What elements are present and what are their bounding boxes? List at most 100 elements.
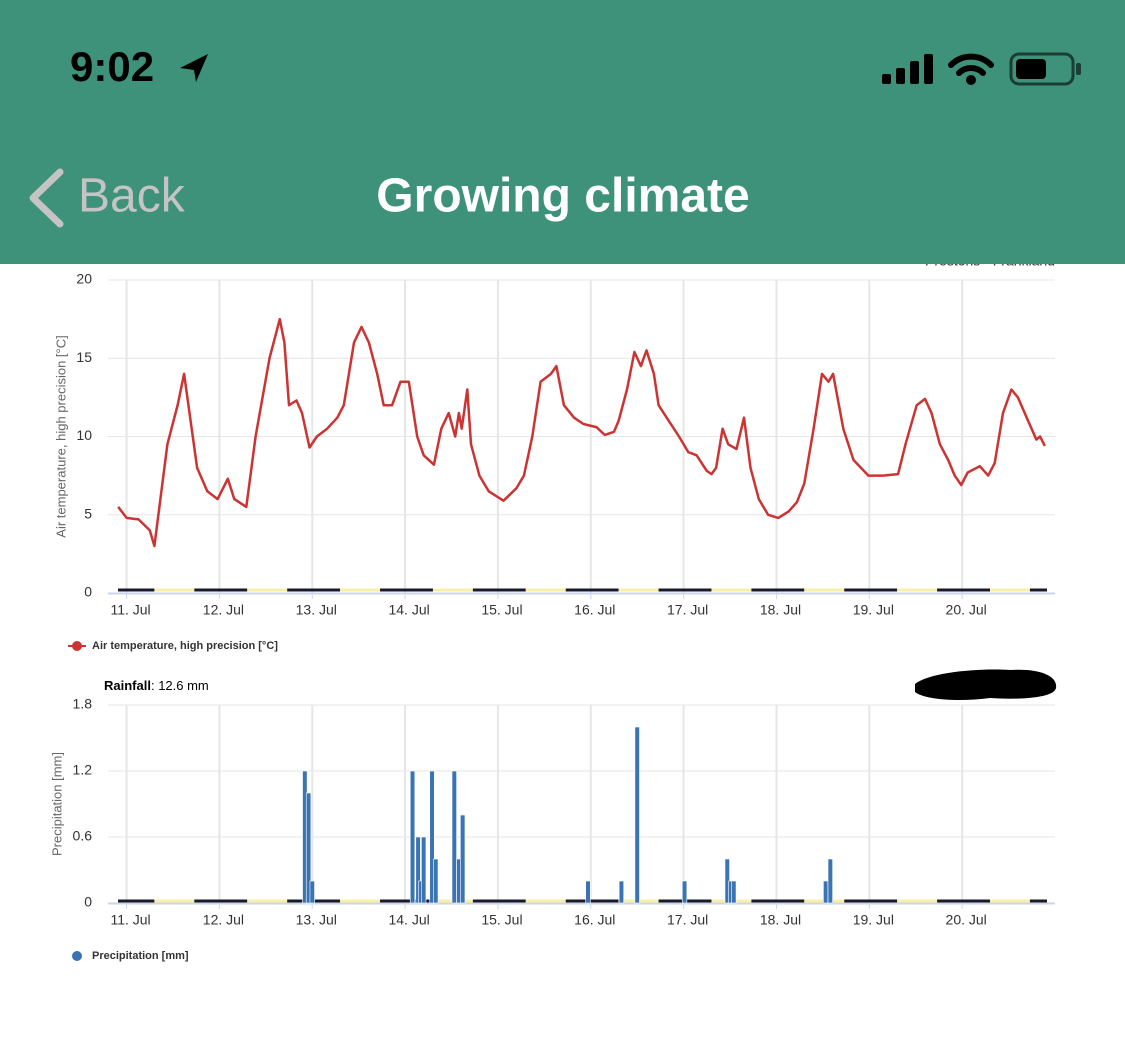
night-strip xyxy=(937,899,991,903)
day-strip xyxy=(897,588,938,592)
day-strip xyxy=(340,899,381,903)
bar xyxy=(309,880,315,904)
back-button[interactable]: Back xyxy=(78,170,186,223)
day-strip xyxy=(990,588,1030,592)
bar xyxy=(433,858,439,904)
x-tick-label: 18. Jul xyxy=(760,602,801,618)
x-tick-label: 13. Jul xyxy=(296,602,337,618)
night-strip xyxy=(194,899,248,903)
x-tick-label: 14. Jul xyxy=(388,602,429,618)
bar xyxy=(731,880,737,904)
chart-title-value: : 12.6 mm xyxy=(151,678,209,693)
bar xyxy=(429,770,435,904)
wifi-icon xyxy=(948,53,994,85)
x-tick-label: 11. Jul xyxy=(110,602,150,618)
x-tick-label: 19. Jul xyxy=(853,602,894,618)
bar xyxy=(421,836,427,904)
legend-marker xyxy=(72,641,82,651)
bar xyxy=(827,858,833,904)
night-strip xyxy=(380,588,433,592)
y-tick-label: 0 xyxy=(84,584,92,600)
x-tick-label: 16. Jul xyxy=(574,602,615,618)
day-strip xyxy=(154,588,195,592)
x-tick-label: 12. Jul xyxy=(203,912,244,928)
x-tick-label: 13. Jul xyxy=(296,912,337,928)
x-tick-label: 20. Jul xyxy=(946,602,987,618)
bar xyxy=(305,792,312,904)
night-strip xyxy=(844,899,898,903)
x-tick-label: 17. Jul xyxy=(667,602,708,618)
day-strip xyxy=(247,588,288,592)
y-tick-label: 5 xyxy=(84,505,92,521)
bar xyxy=(618,880,625,904)
bar xyxy=(451,770,457,904)
night-strip xyxy=(937,588,991,592)
battery-icon xyxy=(1009,52,1081,86)
x-tick-label: 19. Jul xyxy=(853,912,894,928)
bar xyxy=(409,770,416,904)
y-tick-label: 15 xyxy=(76,349,92,365)
x-tick-label: 16. Jul xyxy=(574,912,615,928)
bar xyxy=(460,814,466,904)
legend-label: Precipitation [mm] xyxy=(92,950,189,962)
chart-title-label: Rainfall xyxy=(104,678,151,693)
night-strip xyxy=(194,588,248,592)
x-tick-label: 20. Jul xyxy=(946,912,987,928)
bar xyxy=(634,726,640,904)
x-tick-label: 17. Jul xyxy=(667,912,708,928)
y-tick-label: 20 xyxy=(76,271,92,287)
day-strip xyxy=(432,588,473,592)
night-strip xyxy=(472,899,526,903)
redaction xyxy=(915,669,1057,700)
night-strip xyxy=(1029,588,1047,592)
bar xyxy=(681,880,688,904)
y-axis-label: Air temperature, high precision [°C] xyxy=(53,335,68,537)
back-chevron[interactable] xyxy=(29,168,64,228)
night-strip xyxy=(751,899,805,903)
day-strip xyxy=(990,899,1030,903)
y-tick-label: 10 xyxy=(76,427,92,443)
night-strip xyxy=(287,588,341,592)
day-strip xyxy=(525,899,566,903)
signal-icon xyxy=(882,54,933,84)
night-strip xyxy=(658,588,712,592)
night-strip xyxy=(1029,899,1047,903)
day-strip xyxy=(804,588,845,592)
header: 9:02 Back Growing climate xyxy=(0,0,1125,264)
day-strip xyxy=(618,588,659,592)
day-strip xyxy=(525,588,566,592)
legend-label: Air temperature, high precision [°C] xyxy=(92,640,278,652)
y-tick-label: 1.8 xyxy=(73,696,93,712)
night-strip xyxy=(118,899,155,903)
bar xyxy=(415,836,421,904)
chart-title: Rainfall: 12.6 mm xyxy=(104,678,209,693)
night-strip xyxy=(118,588,155,592)
x-tick-label: 14. Jul xyxy=(388,912,429,928)
day-strip xyxy=(154,899,195,903)
y-tick-label: 1.2 xyxy=(73,762,93,778)
y-tick-label: 0.6 xyxy=(73,828,93,844)
night-strip xyxy=(565,899,619,903)
y-axis-label: Precipitation [mm] xyxy=(49,752,64,856)
day-strip xyxy=(340,588,381,592)
bar xyxy=(823,880,829,904)
temperature-line xyxy=(117,317,1046,548)
bar xyxy=(585,880,591,904)
header-bg xyxy=(0,0,1125,264)
x-tick-label: 18. Jul xyxy=(760,912,801,928)
location-icon xyxy=(180,54,208,82)
night-strip xyxy=(751,588,805,592)
nav-title: Growing climate xyxy=(376,170,749,223)
day-strip xyxy=(897,899,938,903)
x-tick-label: 15. Jul xyxy=(481,912,522,928)
night-strip xyxy=(472,588,526,592)
x-tick-label: 15. Jul xyxy=(481,602,522,618)
x-tick-label: 11. Jul xyxy=(110,912,150,928)
night-strip xyxy=(565,588,619,592)
legend-marker xyxy=(72,951,82,961)
x-tick-label: 12. Jul xyxy=(203,602,244,618)
status-time: 9:02 xyxy=(70,43,154,90)
y-tick-label: 0 xyxy=(84,894,92,910)
